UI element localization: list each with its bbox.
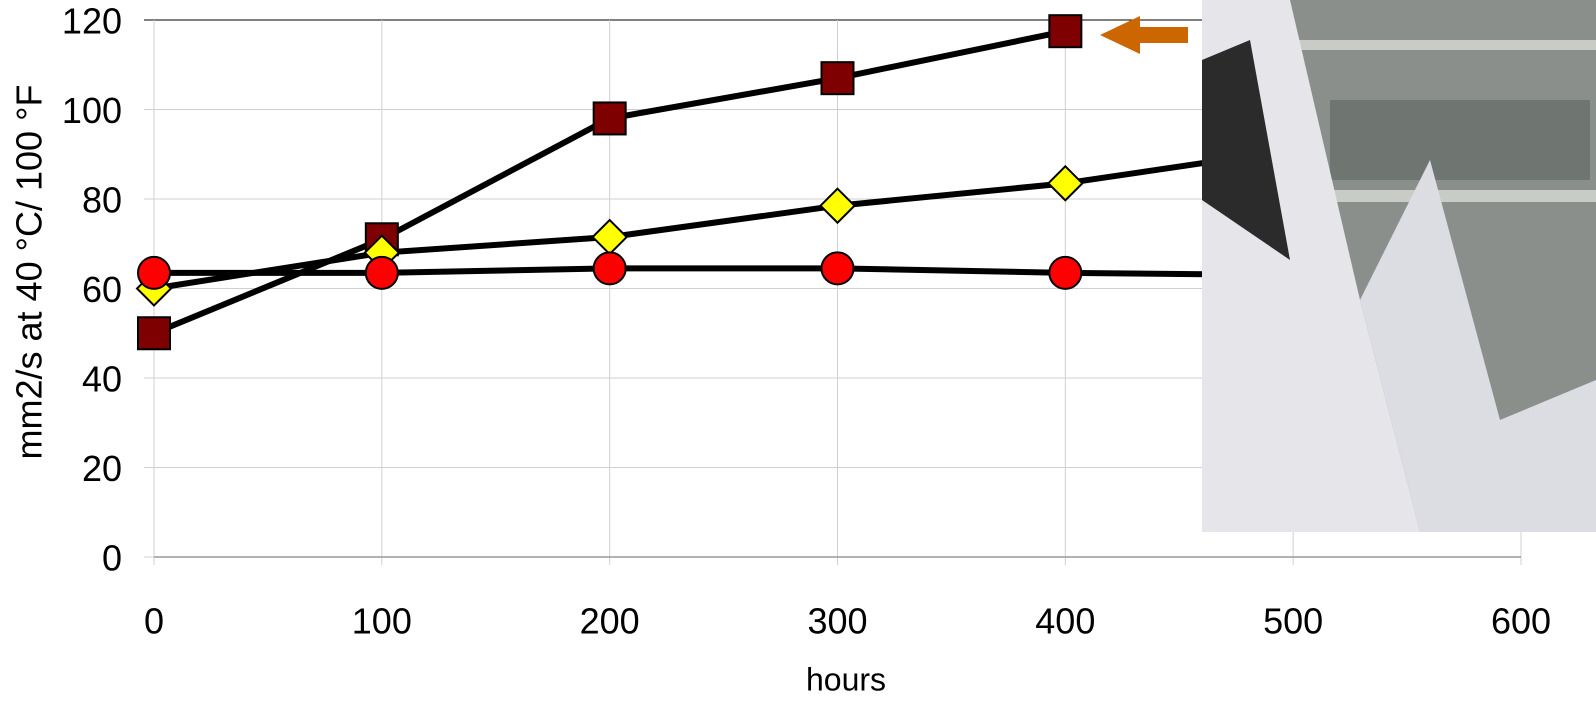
marker (1049, 15, 1081, 47)
marker (821, 189, 855, 223)
y-tick-label: 120 (62, 1, 122, 42)
y-tick-label: 40 (82, 359, 122, 400)
x-tick-label: 600 (1491, 601, 1551, 642)
x-tick-label: 100 (352, 601, 412, 642)
marker (1049, 257, 1081, 289)
chart: hours mm2/s at 40 °C/ 100 °F 0 20 40 60 80 10… (0, 0, 1596, 708)
x-tick-label: 200 (580, 601, 640, 642)
marker (822, 252, 854, 284)
marker (138, 317, 170, 349)
marker (1048, 166, 1082, 200)
y-axis-label: mm2/s at 40 °C/ 100 °F (9, 85, 50, 460)
y-tick-label: 60 (82, 269, 122, 310)
marker (594, 252, 626, 284)
photo-bottles (1330, 100, 1590, 180)
x-axis-label: hours (806, 661, 886, 697)
photo-shelf (1290, 40, 1596, 50)
marker (138, 257, 170, 289)
x-tick-label: 400 (1035, 601, 1095, 642)
y-tick-label: 100 (62, 90, 122, 131)
y-tick-label: 20 (82, 448, 122, 489)
marker (593, 220, 627, 254)
arrow (1100, 16, 1188, 54)
x-tick-label: 300 (807, 601, 867, 642)
x-tick-label: 0 (144, 601, 164, 642)
photo (1202, 0, 1596, 532)
marker (594, 102, 626, 134)
lines (154, 31, 1293, 333)
y-tick-label: 0 (102, 538, 122, 579)
markers (137, 15, 1310, 349)
y-tick-label: 80 (82, 180, 122, 221)
marker (822, 62, 854, 94)
marker (366, 257, 398, 289)
line (154, 268, 1293, 275)
x-tick-label: 500 (1263, 601, 1323, 642)
